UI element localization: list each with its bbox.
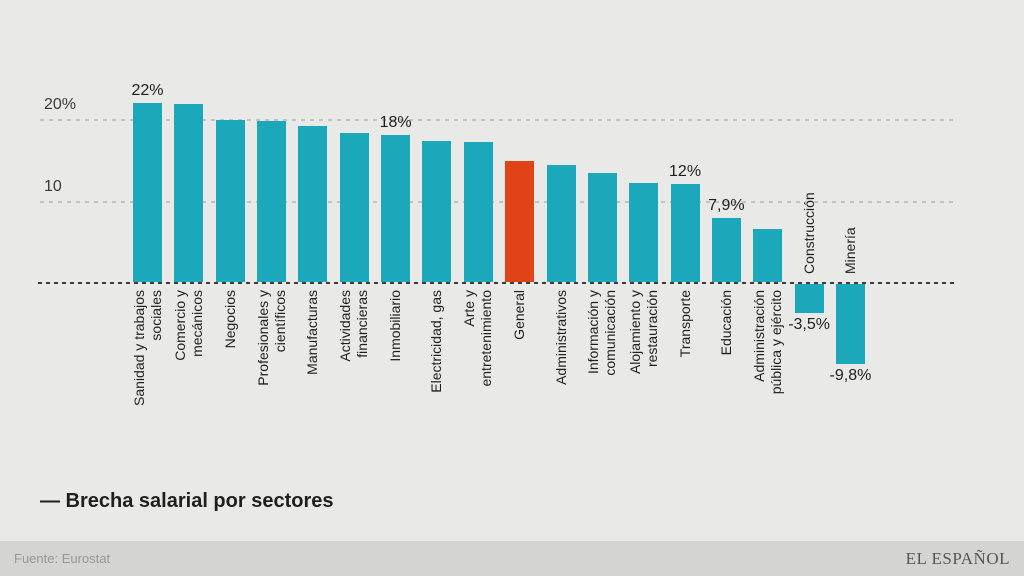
category-label: Educación: [717, 290, 734, 356]
bar: [215, 119, 245, 282]
category-label: Administrativos: [552, 290, 569, 385]
publisher-logo: EL ESPAÑOL: [905, 548, 1010, 568]
bar: [546, 164, 576, 282]
category-label: Transporte: [676, 290, 693, 358]
category-label: Arte y entretenimiento: [461, 290, 495, 387]
bar: [753, 229, 783, 282]
chart-title: — Brecha salarial por sectores: [40, 490, 334, 512]
category-label: General: [511, 290, 528, 340]
category-label: Alojamiento y restauración: [626, 290, 660, 375]
bar: [670, 184, 700, 282]
footer-bar: Fuente: Eurostat EL ESPAÑOL: [0, 541, 1024, 576]
category-label: Profesionales y científicos: [254, 290, 288, 386]
bar: [711, 217, 741, 282]
source-credit: Fuente: Eurostat: [14, 551, 111, 566]
bar: [794, 284, 824, 313]
category-label: Electricidad, gas: [428, 290, 445, 393]
bar: [629, 182, 659, 282]
value-label: -3,5%: [788, 315, 830, 333]
category-label: Minería: [841, 227, 858, 274]
bar: [463, 141, 493, 282]
y-tick-label: 10: [44, 177, 62, 195]
value-label: -9,8%: [829, 366, 872, 384]
bar: [835, 284, 865, 364]
bar: [133, 102, 162, 282]
value-label: 7,9%: [708, 196, 745, 214]
y-tick-label: 20%: [44, 96, 77, 113]
bar: [381, 135, 411, 282]
bar: [298, 125, 328, 282]
category-label: Negocios: [221, 290, 238, 349]
bar: [174, 104, 204, 282]
bar: [257, 120, 287, 282]
value-label: 22%: [131, 81, 164, 99]
gridline: [40, 200, 956, 203]
category-label: Construcción: [800, 192, 817, 274]
category-label: Administración pública y ejército: [750, 290, 784, 395]
value-label: 18%: [379, 114, 412, 132]
bar: [422, 141, 452, 282]
value-label: 12%: [669, 163, 702, 181]
bar: [505, 161, 535, 282]
category-label: Sanidad y trabajos sociales: [130, 290, 164, 406]
category-label: Manufacturas: [304, 290, 321, 375]
bar: [587, 172, 617, 282]
bar: [339, 132, 369, 282]
gridline: [40, 119, 956, 121]
category-label: Información y comunicación: [585, 290, 619, 376]
zero-axis-line: [38, 282, 956, 284]
category-label: Actividades financieras: [337, 290, 371, 362]
category-label: Comercio y mecánicos: [171, 290, 205, 361]
category-label: Inmobiliario: [387, 290, 404, 362]
